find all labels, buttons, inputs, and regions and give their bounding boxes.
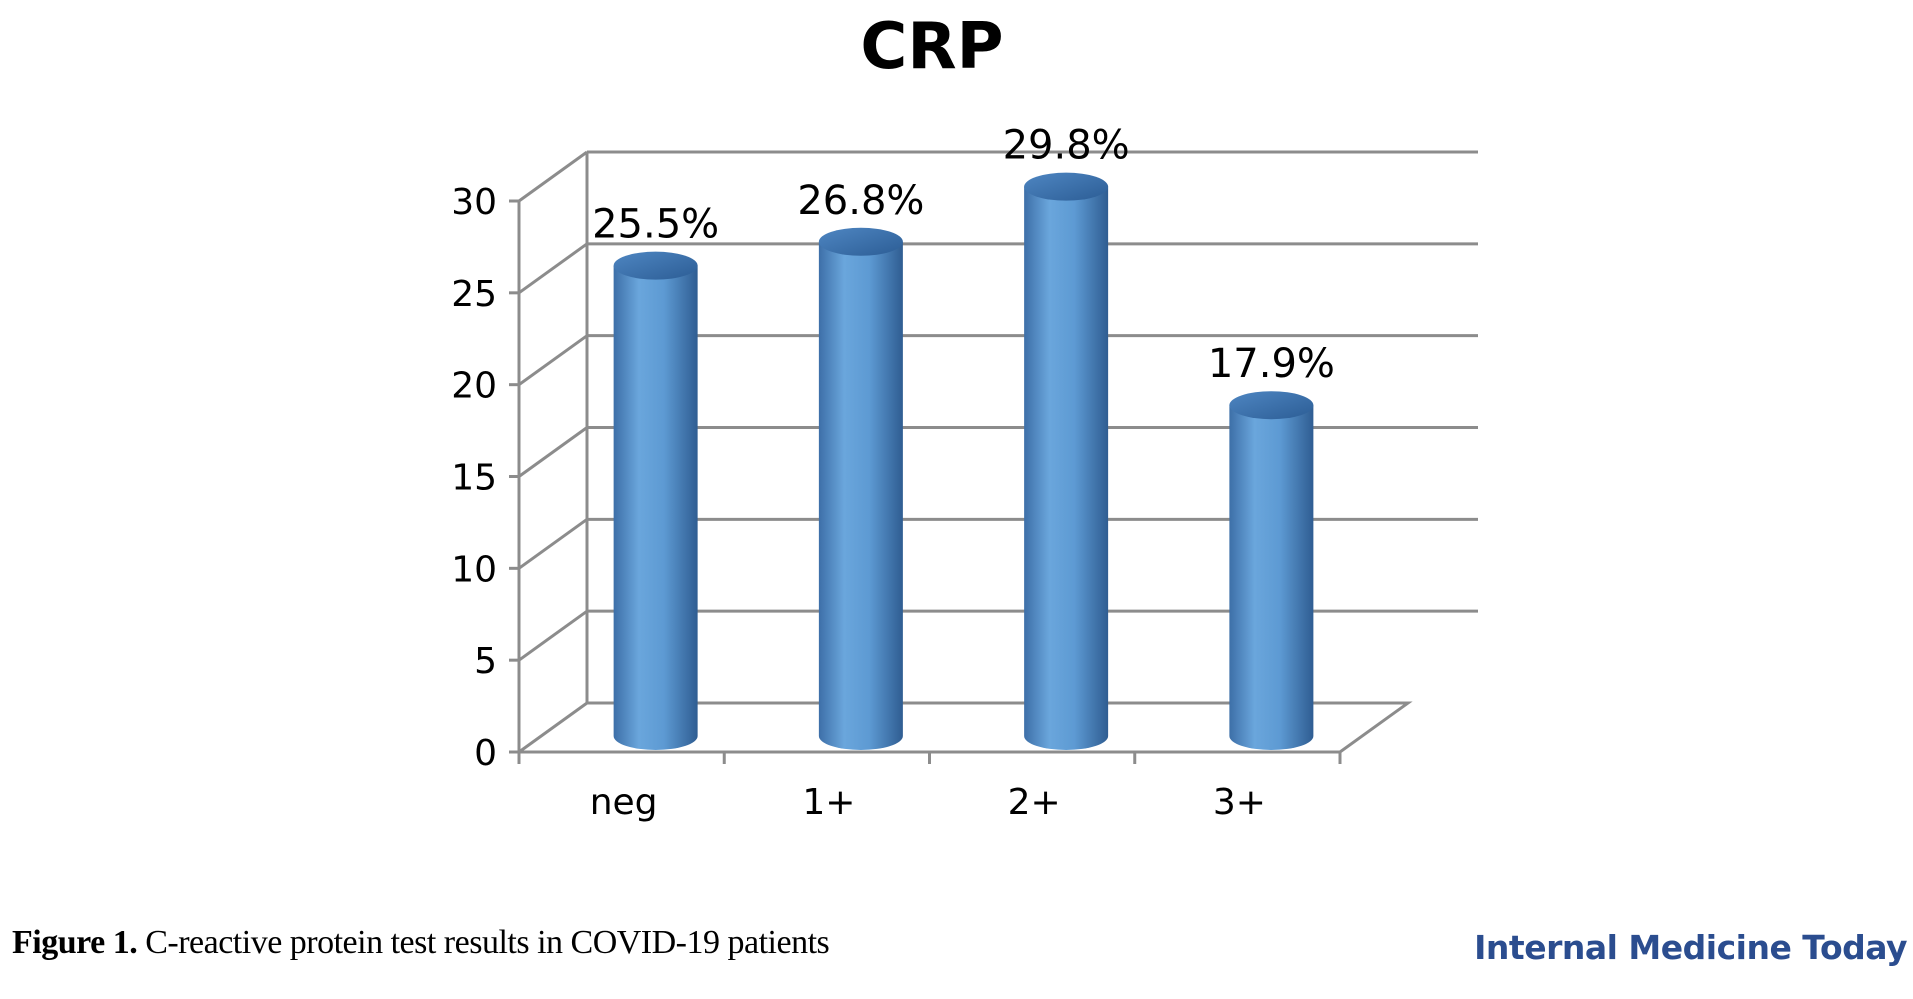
bar-body [1024, 186, 1109, 750]
side-gridline [518, 426, 588, 478]
side-gridline [518, 609, 588, 662]
bar-body [818, 241, 903, 751]
bars [613, 172, 1314, 751]
x-tick-label: neg [590, 782, 658, 823]
bar-neg [613, 251, 698, 750]
side-gridline [518, 334, 588, 386]
y-tick-label: 15 [451, 458, 497, 499]
caption-text: C-reactive protein test results in COVID… [137, 924, 830, 961]
data-label: 26.8% [797, 178, 924, 224]
labels: 0 5 10 15 20 25 30 25.5% neg 26.8% 1+ 29.8% 2+ 17.9% 3… [451, 123, 1335, 823]
side-gridline [518, 242, 588, 295]
side-gridline [518, 518, 588, 570]
side-gridline [518, 150, 588, 203]
bar-1+ [818, 227, 903, 751]
bar-body [613, 265, 698, 750]
bar-body [1229, 405, 1314, 750]
y-tick-label: 10 [451, 549, 497, 590]
bar-top [1024, 172, 1109, 201]
bar-top [818, 227, 903, 256]
y-tick-label: 0 [474, 733, 497, 774]
axes [509, 199, 1342, 764]
x-tick-label: 1+ [802, 782, 855, 823]
chart-title: CRP [860, 10, 1003, 84]
caption-label: Figure 1. [12, 924, 138, 961]
data-label: 25.5% [592, 202, 719, 248]
y-tick-label: 25 [451, 274, 497, 315]
y-tick-label: 20 [451, 366, 497, 407]
bar-3+ [1229, 391, 1314, 750]
y-tick-label: 30 [451, 182, 497, 223]
y-tick-label: 5 [474, 641, 497, 682]
x-tick-label: 3+ [1213, 782, 1266, 823]
data-label: 17.9% [1208, 341, 1335, 387]
data-label: 29.8% [1003, 123, 1130, 169]
journal-brand: Internal Medicine Today [1474, 928, 1907, 967]
x-tick-label: 2+ [1008, 782, 1061, 823]
bar-top [1229, 391, 1314, 420]
bar-2+ [1024, 172, 1109, 750]
side-gridline [518, 701, 588, 754]
bar-top [613, 251, 698, 280]
figure-caption: Figure 1. C-reactive protein test result… [12, 924, 830, 962]
